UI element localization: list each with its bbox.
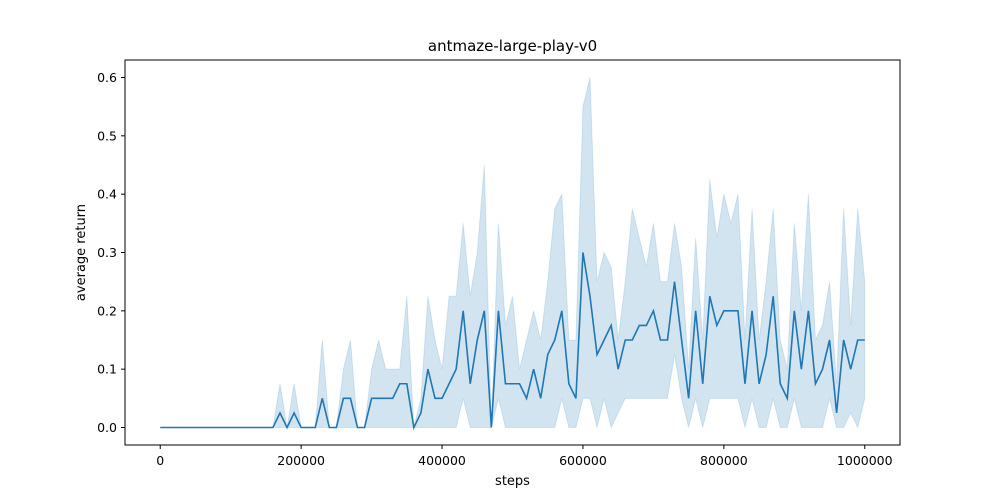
- x-tick-label: 0: [156, 453, 164, 468]
- mean-line: [160, 252, 865, 431]
- x-tick-label: 200000: [277, 453, 325, 468]
- plot-area: [160, 77, 866, 431]
- x-tick-label: 800000: [700, 453, 748, 468]
- x-tick-label: 600000: [559, 453, 607, 468]
- y-tick-label: 0.4: [97, 187, 117, 202]
- y-tick-label: 0.0: [97, 420, 117, 435]
- x-tick-label: 1000000: [837, 453, 893, 468]
- y-tick-label: 0.5: [97, 128, 117, 143]
- x-axis: 0 200000 400000 600000 800000 1000000: [156, 445, 893, 468]
- y-tick-label: 0.2: [97, 303, 117, 318]
- x-axis-title: steps: [495, 474, 530, 489]
- y-tick-label: 0.6: [97, 70, 117, 85]
- y-axis-title: average return: [74, 204, 89, 301]
- y-axis: 0.0 0.1 0.2 0.3 0.4 0.5 0.6: [97, 70, 125, 435]
- x-tick-label: 400000: [418, 453, 466, 468]
- y-tick-label: 0.1: [97, 362, 117, 377]
- chart-title: antmaze-large-play-v0: [428, 37, 597, 55]
- y-tick-label: 0.3: [97, 245, 117, 260]
